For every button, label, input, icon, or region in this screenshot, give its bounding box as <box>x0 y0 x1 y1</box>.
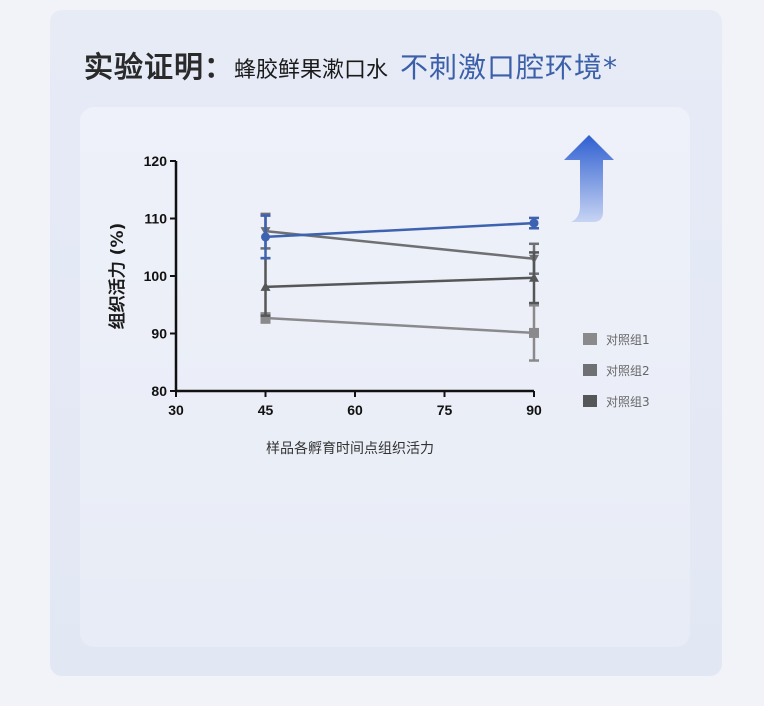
legend-swatch <box>583 395 597 407</box>
series-line <box>265 276 535 289</box>
x-tick-label: 60 <box>347 402 363 418</box>
data-point <box>261 232 270 242</box>
y-tick-label: 110 <box>144 211 167 227</box>
y-axis-label: 组织活力 (%) <box>107 223 128 330</box>
series-line <box>265 221 535 239</box>
data-point <box>529 272 539 282</box>
legend-swatch <box>583 364 597 376</box>
data-point <box>529 327 539 338</box>
data-point <box>260 312 271 323</box>
data-point <box>529 218 539 228</box>
title-product: 蜂胶鲜果漱口水 <box>234 58 389 83</box>
y-tick-label: 90 <box>151 326 167 342</box>
series-line <box>265 316 535 335</box>
title-bold: 实验证明： <box>84 50 235 84</box>
data-point <box>260 281 271 291</box>
title-claim: 不刺激口腔环境* <box>400 51 619 84</box>
legend-label: 对照组1 <box>606 333 650 347</box>
y-tick-label: 100 <box>144 268 168 284</box>
legend-label: 对照组3 <box>606 395 650 409</box>
x-axis-label: 样品各孵育时间点组织活力 <box>266 441 434 457</box>
x-tick-label: 30 <box>168 402 184 418</box>
y-tick-label: 80 <box>151 383 167 399</box>
up-arrow-icon <box>564 135 614 222</box>
x-tick-label: 45 <box>258 402 274 418</box>
x-tick-label: 75 <box>437 402 453 418</box>
x-tick-label: 90 <box>526 402 542 418</box>
page-title: 实验证明： 蜂胶鲜果漱口水 不刺激口腔环境* <box>84 44 618 86</box>
legend-swatch <box>583 333 597 345</box>
legend-label: 对照组2 <box>606 364 650 378</box>
y-tick-label: 120 <box>144 153 168 169</box>
